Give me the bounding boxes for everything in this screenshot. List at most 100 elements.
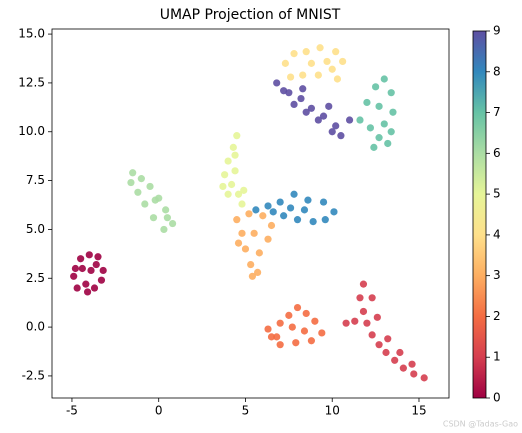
point <box>221 171 229 179</box>
x-tick-label: 5 <box>242 404 250 418</box>
point <box>267 333 276 341</box>
point <box>240 186 248 194</box>
point <box>290 190 298 198</box>
point <box>302 48 310 56</box>
point <box>370 143 378 151</box>
point <box>323 57 331 66</box>
point <box>280 87 288 95</box>
point <box>238 229 246 237</box>
point <box>399 364 407 372</box>
y-tick-label: 2.5 <box>26 271 45 285</box>
point <box>366 124 374 132</box>
point <box>314 71 322 79</box>
y-tick-label: 0.0 <box>26 320 45 334</box>
point <box>276 319 284 327</box>
point <box>252 206 260 214</box>
colorbar-tick-label: 2 <box>493 309 501 323</box>
point <box>288 323 296 331</box>
watermark: CSDN @Tadas-Gao <box>443 420 518 429</box>
y-tick-label: 7.5 <box>26 173 45 187</box>
point <box>368 331 376 339</box>
colorbar-tick-label: 7 <box>493 105 501 119</box>
point <box>307 59 316 67</box>
point <box>146 182 154 191</box>
point <box>77 255 85 263</box>
point <box>356 294 364 302</box>
point <box>359 280 368 288</box>
y-tick-label: -2.5 <box>22 368 45 382</box>
point <box>229 143 237 151</box>
point <box>309 218 317 226</box>
point <box>247 260 255 269</box>
point <box>78 264 86 273</box>
point <box>342 319 350 327</box>
point <box>99 266 107 275</box>
point <box>316 44 324 52</box>
point <box>375 102 383 110</box>
point <box>420 374 428 382</box>
point <box>94 253 102 261</box>
point <box>219 182 227 191</box>
point <box>85 251 93 259</box>
point <box>264 325 272 333</box>
colorbar-tick-label: 4 <box>493 227 501 241</box>
point <box>363 98 371 107</box>
point <box>163 214 171 222</box>
y-tick-label: 15.0 <box>18 27 45 41</box>
point <box>314 116 322 124</box>
point <box>134 188 142 196</box>
point <box>333 75 342 83</box>
colorbar-tick-label: 5 <box>493 187 501 201</box>
point <box>97 276 106 284</box>
point <box>337 132 345 140</box>
point <box>70 272 78 280</box>
point <box>396 348 404 357</box>
point <box>83 288 92 296</box>
point <box>137 175 145 183</box>
point <box>227 180 236 189</box>
point <box>372 83 380 91</box>
y-tick-label: 10.0 <box>18 124 45 138</box>
point <box>300 327 309 335</box>
point <box>168 219 177 228</box>
point <box>363 319 371 327</box>
point <box>299 85 307 93</box>
point <box>238 200 246 208</box>
point <box>391 356 399 364</box>
point <box>141 200 149 208</box>
point <box>264 202 272 210</box>
point <box>339 57 347 66</box>
point <box>87 266 95 275</box>
point <box>384 335 392 343</box>
point <box>73 284 81 292</box>
point <box>82 280 90 288</box>
colorbar-tick-label: 9 <box>493 24 501 38</box>
y-tick-label: 5.0 <box>26 222 45 236</box>
points <box>70 44 428 382</box>
point <box>250 229 258 237</box>
point <box>302 108 310 116</box>
point <box>293 303 302 312</box>
plot-frame <box>51 28 450 399</box>
point <box>269 208 277 216</box>
point <box>233 132 241 140</box>
point <box>384 139 392 148</box>
point <box>273 79 281 87</box>
point <box>359 307 368 316</box>
point <box>281 59 289 67</box>
point <box>276 198 284 206</box>
colorbar-tick-label: 0 <box>493 391 501 405</box>
point <box>318 329 326 337</box>
point <box>231 151 239 159</box>
point <box>368 294 376 302</box>
point <box>330 208 338 216</box>
point <box>319 112 328 120</box>
point <box>319 198 328 206</box>
point <box>264 235 272 243</box>
x-tick-label: -5 <box>66 404 78 418</box>
point <box>380 120 388 128</box>
point <box>304 196 312 204</box>
point <box>259 212 267 220</box>
point <box>299 71 307 79</box>
